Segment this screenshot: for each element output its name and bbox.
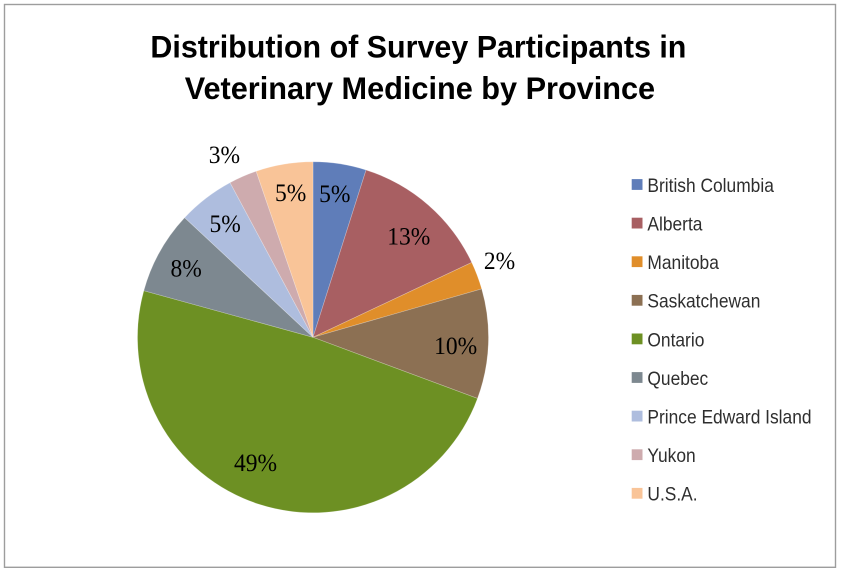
svg-text:2%: 2%	[484, 247, 515, 275]
svg-text:13%: 13%	[387, 223, 430, 251]
svg-text:Ontario: Ontario	[647, 328, 704, 350]
svg-text:5%: 5%	[209, 210, 240, 238]
svg-text:U.S.A.: U.S.A.	[647, 483, 697, 505]
svg-text:Quebec: Quebec	[647, 367, 708, 389]
svg-text:5%: 5%	[319, 180, 350, 208]
svg-text:British Columbia: British Columbia	[647, 174, 774, 196]
svg-text:Saskatchewan: Saskatchewan	[647, 290, 760, 312]
svg-text:Manitoba: Manitoba	[647, 251, 719, 273]
svg-text:Alberta: Alberta	[647, 213, 703, 235]
svg-text:8%: 8%	[171, 255, 202, 283]
svg-text:49%: 49%	[234, 449, 277, 477]
svg-text:Prince Edward Island: Prince Edward Island	[647, 406, 811, 428]
svg-text:Distribution of Survey Partici: Distribution of Survey Participants in	[150, 29, 686, 65]
svg-text:10%: 10%	[434, 332, 477, 360]
svg-text:Yukon: Yukon	[647, 444, 695, 466]
svg-text:5%: 5%	[275, 179, 306, 207]
svg-text:3%: 3%	[209, 141, 240, 169]
svg-text:Veterinary Medicine by Provinc: Veterinary Medicine by Province	[185, 71, 655, 107]
